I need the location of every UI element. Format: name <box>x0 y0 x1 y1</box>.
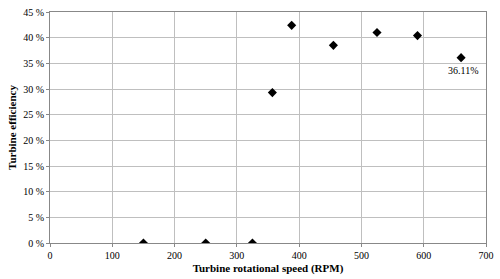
svg-text:36.11%: 36.11% <box>448 65 478 76</box>
svg-text:25 %: 25 % <box>23 109 44 120</box>
svg-text:Turbine rotational speed (RPM): Turbine rotational speed (RPM) <box>193 262 344 275</box>
svg-text:600: 600 <box>416 250 431 261</box>
svg-text:5 %: 5 % <box>28 212 44 223</box>
svg-text:45 %: 45 % <box>23 7 44 18</box>
svg-text:0 %: 0 % <box>28 238 44 249</box>
svg-text:200: 200 <box>167 250 182 261</box>
svg-text:400: 400 <box>292 250 307 261</box>
svg-text:0: 0 <box>48 250 53 261</box>
svg-text:100: 100 <box>105 250 120 261</box>
svg-text:300: 300 <box>229 250 244 261</box>
svg-text:40 %: 40 % <box>23 32 44 43</box>
svg-text:20 %: 20 % <box>23 135 44 146</box>
svg-text:15 %: 15 % <box>23 161 44 172</box>
svg-text:500: 500 <box>354 250 369 261</box>
svg-text:Turbine efficiency: Turbine efficiency <box>6 85 18 170</box>
svg-text:35 %: 35 % <box>23 58 44 69</box>
svg-text:10 %: 10 % <box>23 186 44 197</box>
svg-text:30 %: 30 % <box>23 84 44 95</box>
svg-text:700: 700 <box>479 250 494 261</box>
